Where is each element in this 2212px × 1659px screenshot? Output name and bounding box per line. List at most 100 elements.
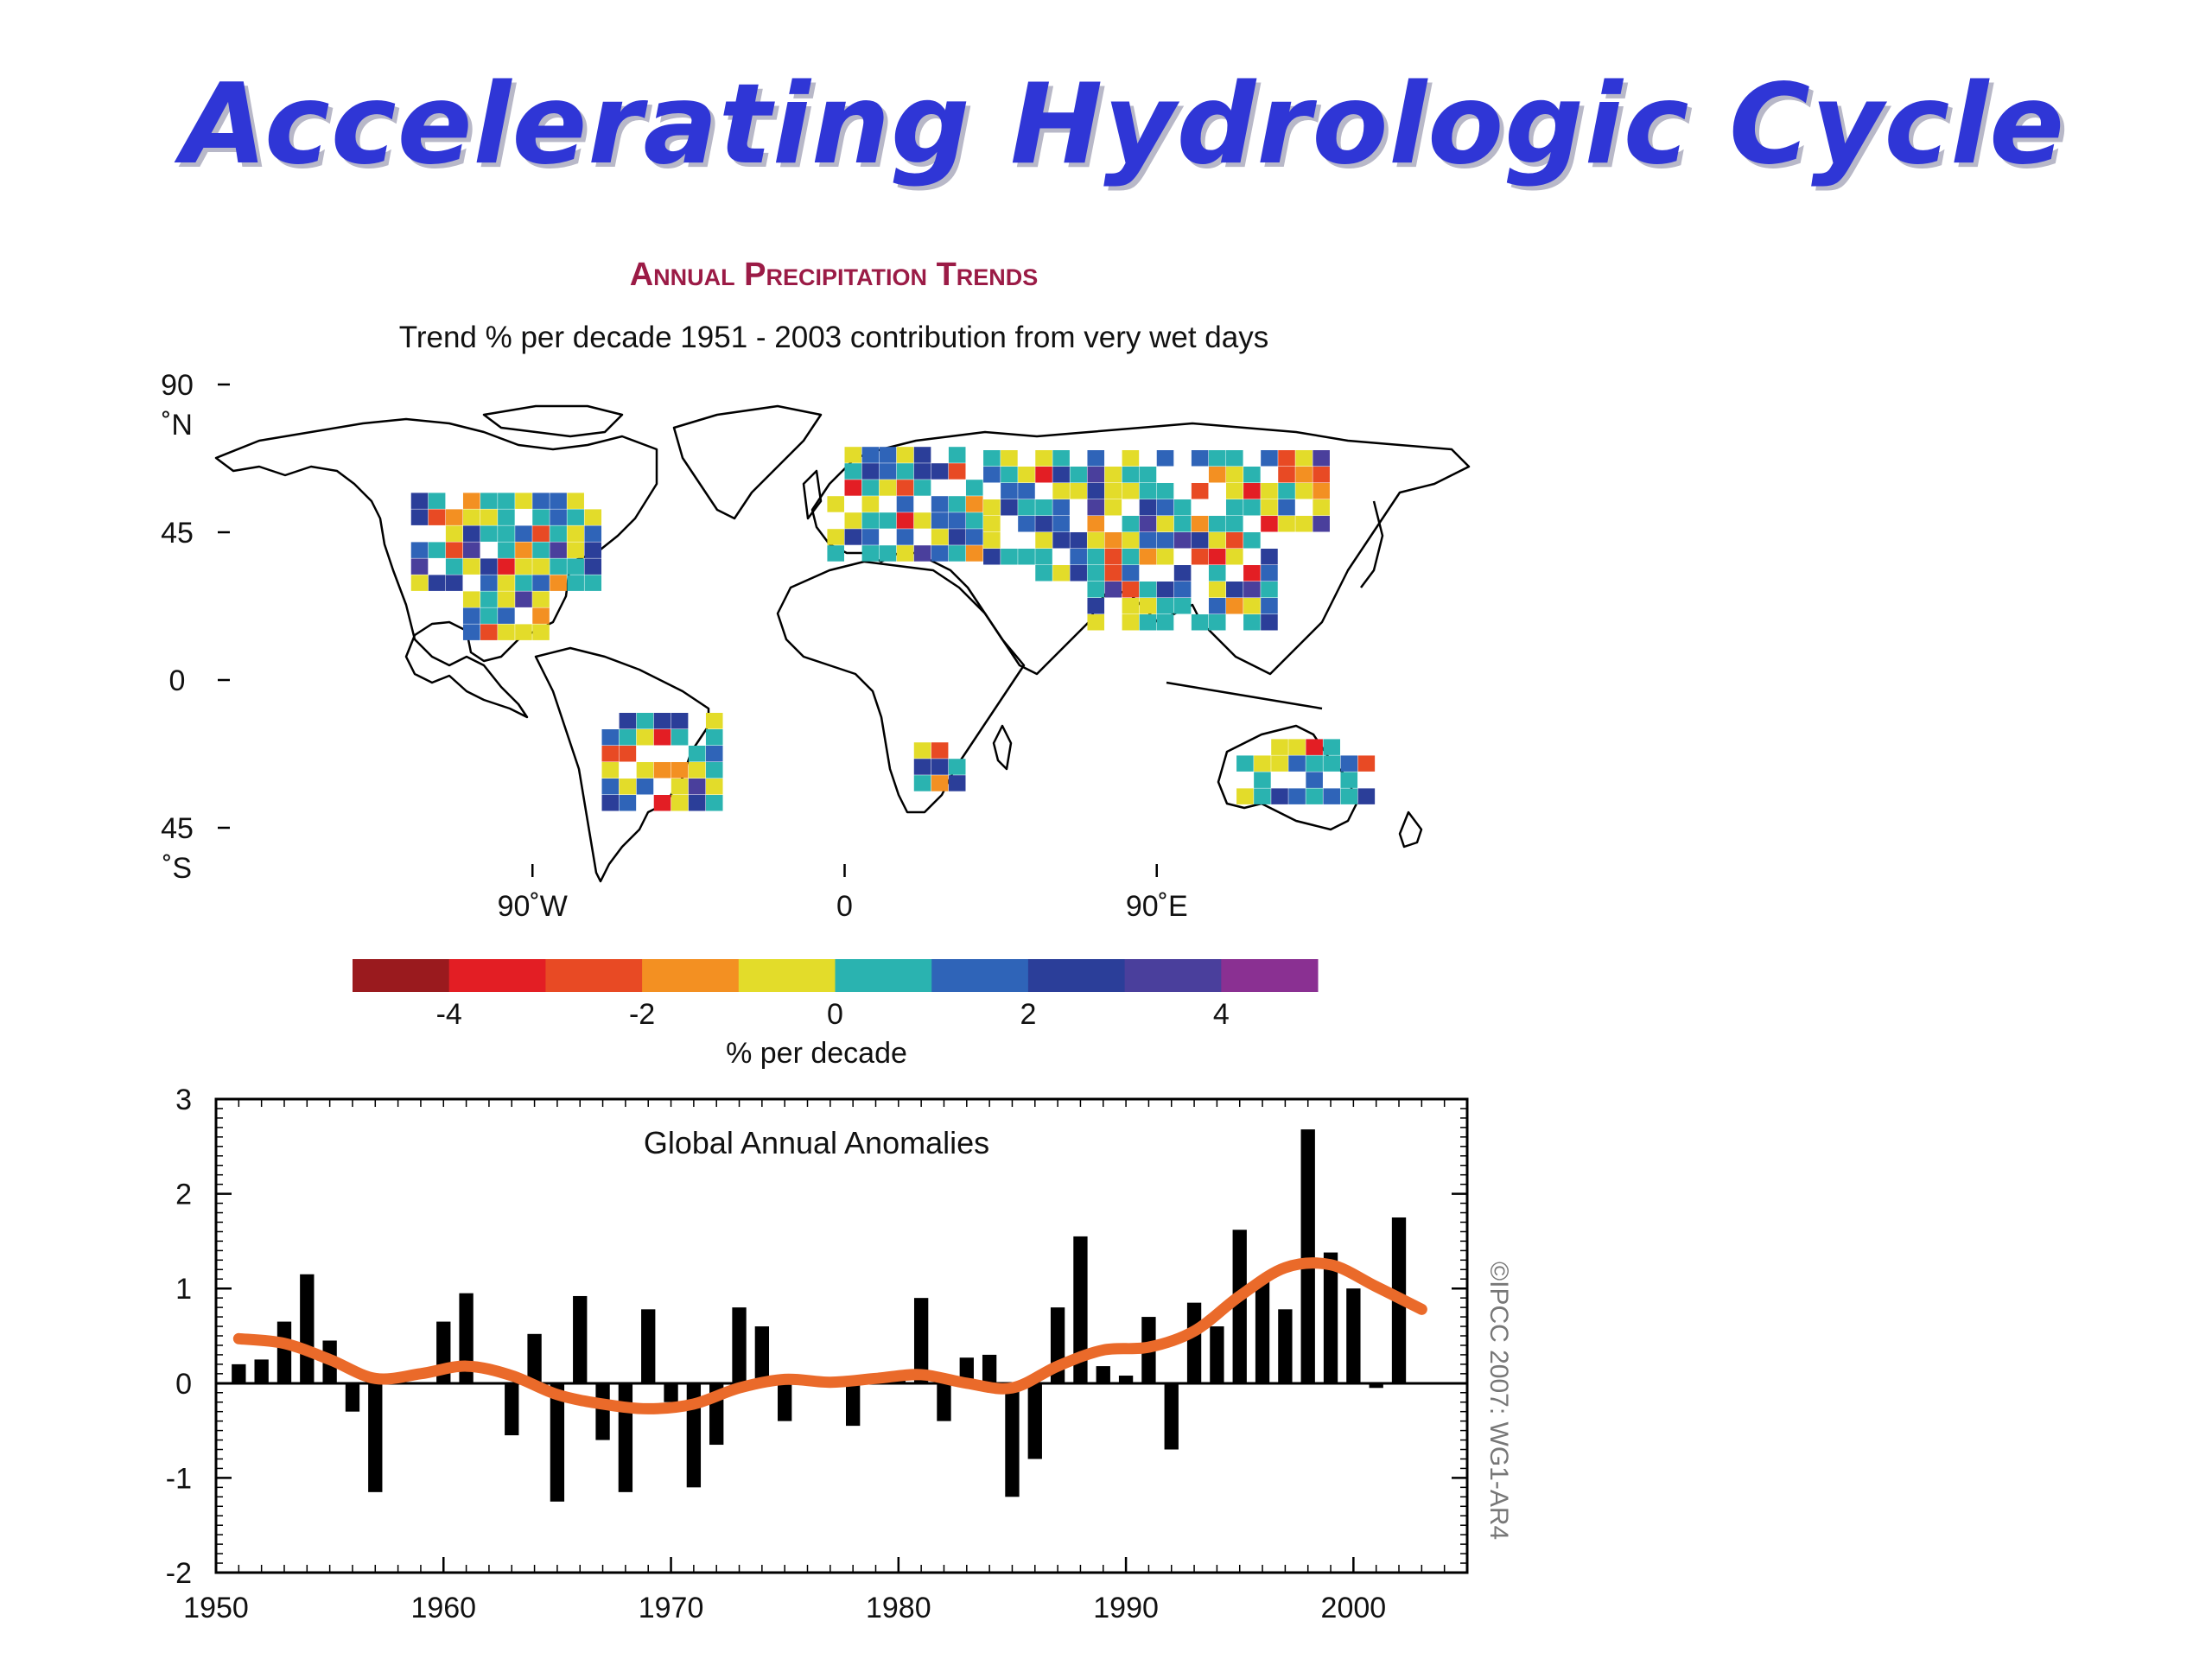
trend-cell xyxy=(861,463,880,480)
trend-cell xyxy=(1295,483,1313,499)
trend-cell xyxy=(550,542,567,558)
colorbar-segment xyxy=(448,959,546,992)
trend-cell xyxy=(1035,467,1052,483)
trend-cell xyxy=(844,447,862,463)
trend-cell xyxy=(879,545,897,562)
trend-cell xyxy=(1226,549,1243,565)
trend-cell xyxy=(671,779,689,795)
outline-new-zealand xyxy=(1398,810,1423,849)
anomaly-bars xyxy=(232,1129,1429,1502)
trend-cell xyxy=(1018,499,1035,516)
trend-cell xyxy=(1139,499,1157,516)
trend-cell xyxy=(1306,739,1323,755)
trend-cell xyxy=(705,746,723,762)
trend-cell xyxy=(688,779,706,795)
trend-cell xyxy=(948,496,966,512)
trend-cell xyxy=(1139,532,1157,549)
trend-cell xyxy=(671,713,689,729)
colorbar-tick-label: 2 xyxy=(1020,998,1036,1031)
trend-cell xyxy=(1173,532,1192,549)
trend-cell xyxy=(913,545,931,562)
trend-cell xyxy=(861,529,880,545)
trend-cell xyxy=(844,463,862,480)
colorbar-segment xyxy=(1221,959,1319,992)
trend-cell xyxy=(1295,467,1313,483)
trend-cell xyxy=(584,525,602,542)
trend-cell xyxy=(1236,788,1254,804)
trend-cell xyxy=(1087,549,1105,565)
anomaly-bar xyxy=(1278,1309,1293,1383)
y-tick-label: 1 xyxy=(175,1273,192,1306)
outline-greenland xyxy=(672,404,823,520)
trend-cell xyxy=(1070,483,1087,499)
trend-cell xyxy=(1208,450,1226,467)
trend-cell xyxy=(1104,565,1122,582)
trend-cell xyxy=(1087,467,1105,483)
anomaly-bar xyxy=(778,1382,792,1421)
trend-cell xyxy=(532,558,550,575)
trend-cell xyxy=(480,591,498,607)
trend-cell xyxy=(1104,499,1122,516)
colorbar-tick-label: -2 xyxy=(629,998,655,1031)
map-title: Annual Precipitation Trends xyxy=(630,257,1039,293)
anomaly-bar xyxy=(618,1382,633,1492)
trend-cell xyxy=(532,575,550,591)
trend-cell xyxy=(498,558,515,575)
trend-cell xyxy=(1122,516,1140,532)
trend-cell xyxy=(410,558,429,575)
trend-cell xyxy=(1191,532,1209,549)
trend-cell xyxy=(515,591,532,607)
trend-cell xyxy=(1122,483,1140,499)
trend-cell xyxy=(931,545,949,562)
trend-cell xyxy=(462,607,480,624)
trend-cell xyxy=(1156,614,1174,631)
anomaly-bar xyxy=(1005,1382,1020,1497)
trend-cell xyxy=(480,525,498,542)
trend-cell xyxy=(1139,598,1157,614)
trend-cell xyxy=(515,493,532,509)
trend-cell xyxy=(480,624,498,640)
x-tick-label: 1970 xyxy=(639,1592,704,1624)
trend-cell xyxy=(1156,483,1174,499)
trend-cell xyxy=(1122,450,1140,467)
trend-cell xyxy=(428,575,446,591)
trend-cell xyxy=(550,575,567,591)
outline-madagascar xyxy=(992,724,1013,771)
trend-cell xyxy=(1340,772,1358,788)
trend-cell xyxy=(1340,755,1358,772)
trend-cell xyxy=(498,493,515,509)
trend-cell xyxy=(601,779,620,795)
trend-cell xyxy=(1173,582,1192,598)
anomaly-bar xyxy=(641,1309,656,1383)
trend-cell xyxy=(1261,582,1278,598)
trend-cell xyxy=(705,762,723,779)
trend-cell xyxy=(913,447,931,463)
trend-cell xyxy=(532,591,550,607)
trend-cell xyxy=(705,713,723,729)
anomaly-chart: -2 -1 0 1 2 3 1950 1960 1970 1980 1990 2000 Global … xyxy=(166,1084,1469,1624)
lon-tick-label: 0 xyxy=(836,890,853,923)
trend-cell xyxy=(1208,598,1226,614)
trend-cell xyxy=(896,529,914,545)
trend-cell xyxy=(913,512,931,529)
colorbar-segment xyxy=(931,959,1029,992)
trend-cell xyxy=(515,558,532,575)
trend-cell xyxy=(567,542,584,558)
trend-cell xyxy=(428,542,446,558)
trend-cell xyxy=(1208,467,1226,483)
chart-axes: -2 -1 0 1 2 3 1950 1960 1970 1980 1990 2000 xyxy=(166,1084,1467,1624)
trend-cell xyxy=(1122,549,1140,565)
trend-cell xyxy=(1156,582,1174,598)
trend-cell xyxy=(532,509,550,525)
trend-cell xyxy=(948,512,966,529)
trend-cell xyxy=(1313,467,1330,483)
outline-arctic-islands xyxy=(482,404,624,438)
y-tick-label: 2 xyxy=(175,1179,192,1211)
trend-cell xyxy=(1254,755,1271,772)
trend-cell xyxy=(965,496,983,512)
anomaly-bar xyxy=(573,1295,588,1383)
outline-south-america xyxy=(534,646,710,883)
trend-cell xyxy=(1122,598,1140,614)
outline-japan xyxy=(1360,500,1384,588)
